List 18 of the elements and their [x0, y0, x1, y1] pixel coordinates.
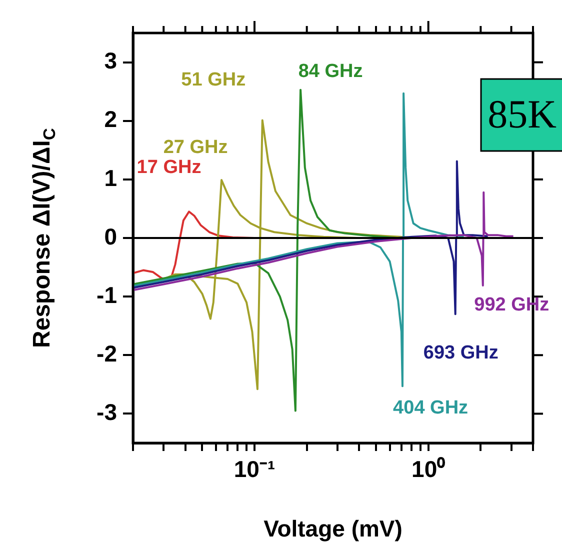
- series-label: 51 GHz: [181, 70, 246, 91]
- x-tick-label: 10⁻¹: [234, 456, 276, 482]
- series-label: 404 GHz: [393, 398, 468, 419]
- y-tick-label: 1: [104, 164, 118, 191]
- y-tick-label: 0: [104, 223, 117, 250]
- y-tick-label: 2: [104, 106, 117, 132]
- series-label: 84 GHz: [298, 61, 363, 82]
- series-label: 27 GHz: [163, 137, 228, 158]
- x-tick-label: 10⁰: [412, 456, 446, 482]
- series-label: 17 GHz: [136, 156, 202, 178]
- x-axis-title: Voltage (mV): [264, 516, 402, 542]
- y-tick-label: -3: [96, 399, 117, 426]
- y-tick-label: 3: [104, 48, 117, 74]
- y-tick-label: -1: [96, 282, 118, 308]
- annotation: 85K: [488, 92, 557, 136]
- text: 693 GHz: [423, 342, 498, 364]
- y-axis-title: Response ΔI(V)/ΔIC: [28, 128, 59, 348]
- y-tick-label: -2: [96, 340, 117, 366]
